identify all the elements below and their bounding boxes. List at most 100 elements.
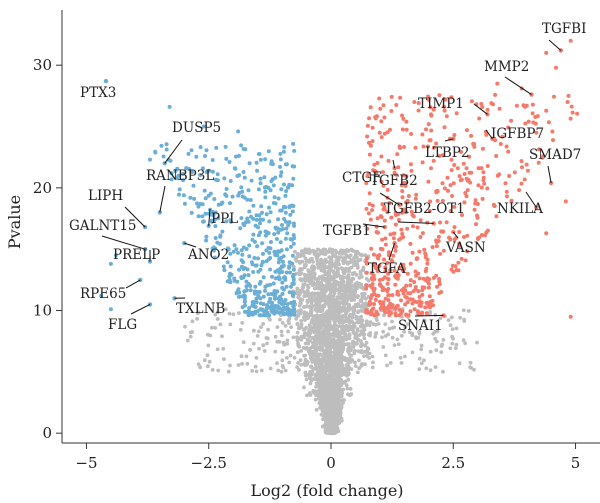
point-down-regulated [264, 184, 269, 189]
point-up-regulated [387, 305, 392, 310]
gene-label-timp1: TIMP1 [418, 96, 464, 112]
point-not-significant [371, 360, 375, 365]
point-not-significant [422, 358, 426, 363]
point-not-significant [196, 362, 201, 366]
point-down-regulated [241, 170, 246, 174]
connector-rpe65 [125, 279, 141, 289]
point-up-regulated [413, 285, 418, 289]
point-down-regulated [257, 213, 262, 218]
point-down-regulated [253, 223, 258, 228]
point-up-regulated [418, 301, 423, 306]
point-up-regulated [410, 301, 415, 306]
point-up-regulated [381, 170, 385, 175]
point-not-significant [331, 297, 335, 302]
point-down-regulated [224, 193, 229, 198]
point-not-significant [300, 298, 305, 302]
point-not-significant [310, 256, 314, 261]
point-up-regulated [569, 104, 574, 109]
point-not-significant [311, 357, 316, 361]
point-down-regulated [220, 229, 225, 234]
point-up-regulated [426, 122, 431, 127]
point-not-significant [323, 299, 328, 303]
point-down-regulated [203, 211, 208, 216]
point-not-significant [312, 272, 317, 277]
point-up-regulated [392, 268, 397, 273]
point-not-significant [338, 361, 343, 366]
point-down-regulated [201, 219, 205, 224]
point-down-regulated [239, 248, 244, 253]
point-not-significant [360, 253, 364, 258]
point-not-significant [329, 414, 334, 419]
point-not-significant [345, 359, 350, 363]
point-up-regulated [376, 230, 380, 235]
point-up-regulated [378, 306, 383, 311]
point-outlier [524, 162, 529, 167]
y-axis-title: Pvalue [5, 195, 24, 249]
point-up-regulated [401, 291, 406, 296]
point-down-regulated [195, 201, 199, 206]
point-not-significant [314, 357, 319, 362]
point-not-significant [308, 305, 313, 309]
point-up-regulated [380, 277, 385, 282]
point-not-significant [450, 327, 455, 331]
point-down-regulated [204, 170, 209, 174]
point-not-significant [383, 322, 388, 326]
point-not-significant [450, 341, 455, 346]
point-down-regulated [235, 289, 240, 294]
point-down-regulated [220, 200, 225, 205]
point-not-significant [275, 361, 279, 366]
point-down-regulated [224, 187, 229, 191]
point-not-significant [327, 277, 332, 281]
point-up-regulated [418, 218, 423, 223]
point-up-regulated [366, 211, 371, 216]
point-not-significant [307, 323, 312, 327]
point-not-significant [325, 425, 329, 429]
point-up-regulated [565, 100, 570, 104]
point-down-regulated [161, 154, 166, 159]
point-down-regulated [291, 274, 295, 279]
point-down-regulated [284, 226, 289, 231]
point-not-significant [332, 423, 337, 428]
point-not-significant [228, 363, 232, 368]
point-down-regulated [204, 148, 209, 153]
point-outlier [167, 104, 172, 109]
point-down-regulated [276, 230, 281, 235]
point-up-regulated [461, 161, 466, 166]
point-up-regulated [368, 296, 373, 301]
point-not-significant [448, 346, 453, 351]
point-not-significant [316, 252, 321, 257]
point-up-regulated [442, 186, 447, 191]
point-not-significant [251, 341, 256, 346]
point-not-significant [351, 343, 356, 348]
point-up-regulated [405, 300, 410, 305]
connector-ranbp3l [159, 185, 166, 213]
point-not-significant [279, 369, 284, 374]
point-up-regulated [420, 311, 424, 316]
point-not-significant [324, 331, 329, 335]
point-up-regulated [385, 281, 390, 286]
point-not-significant [365, 354, 369, 358]
data-points [99, 38, 580, 436]
point-not-significant [321, 391, 325, 396]
point-up-regulated [400, 127, 405, 132]
point-up-regulated [417, 276, 422, 281]
point-down-regulated [258, 296, 263, 301]
point-up-regulated [386, 158, 391, 163]
point-up-regulated [426, 301, 431, 306]
point-down-regulated [292, 236, 297, 241]
point-not-significant [398, 355, 403, 360]
point-not-significant [315, 291, 320, 296]
point-up-regulated [385, 260, 390, 265]
point-up-regulated [476, 166, 481, 171]
point-up-regulated [373, 297, 378, 302]
point-up-regulated [410, 212, 415, 217]
point-up-regulated [451, 181, 456, 186]
point-down-regulated [234, 247, 239, 252]
point-not-significant [417, 356, 422, 361]
point-not-significant [321, 355, 325, 360]
point-not-significant [446, 318, 451, 322]
point-down-regulated [277, 277, 282, 281]
point-down-regulated [270, 274, 274, 279]
point-not-significant [294, 259, 299, 263]
point-up-regulated [425, 257, 430, 262]
